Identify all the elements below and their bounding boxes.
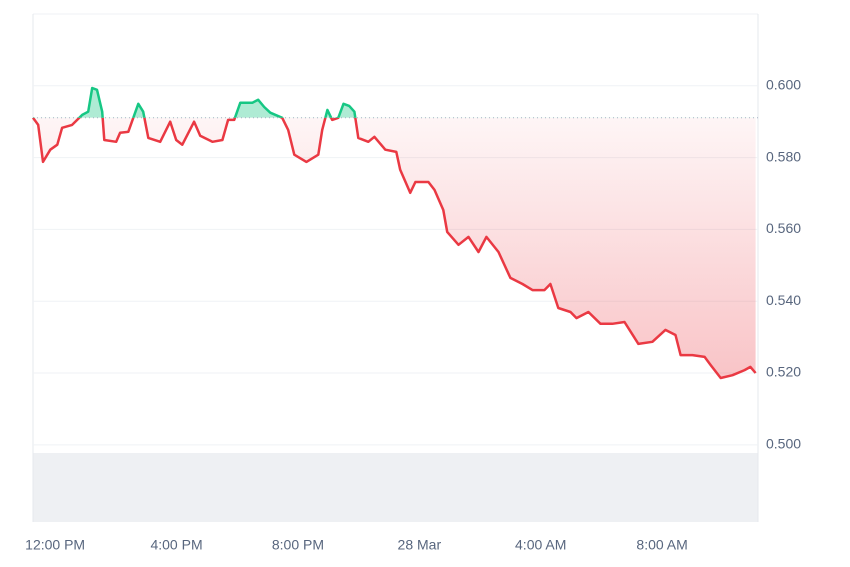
y-tick-label: 0.500 xyxy=(766,436,801,452)
y-tick-label: 0.520 xyxy=(766,364,801,380)
area-below xyxy=(33,117,756,378)
y-tick-label: 0.540 xyxy=(766,292,801,308)
volume-area xyxy=(33,453,758,522)
y-tick-label: 0.600 xyxy=(766,77,801,93)
x-tick-label: 28 Mar xyxy=(398,537,442,553)
y-tick-label: 0.560 xyxy=(766,220,801,236)
x-tick-label: 8:00 AM xyxy=(636,537,687,553)
line-down xyxy=(31,117,757,380)
y-tick-label: 0.580 xyxy=(766,148,801,164)
x-tick-label: 4:00 AM xyxy=(515,537,566,553)
x-tick-label: 8:00 PM xyxy=(272,537,324,553)
x-tick-label: 12:00 PM xyxy=(25,537,85,553)
line-up xyxy=(33,86,357,118)
x-tick-label: 4:00 PM xyxy=(150,537,202,553)
